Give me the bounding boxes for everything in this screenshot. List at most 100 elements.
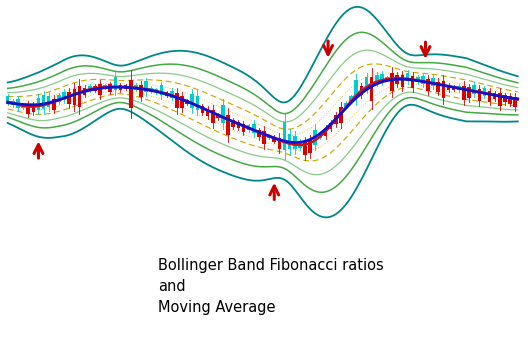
Bar xyxy=(257,130,261,137)
Bar xyxy=(421,76,425,84)
Bar xyxy=(26,105,30,114)
Bar xyxy=(88,86,91,90)
Bar xyxy=(247,126,250,130)
Bar xyxy=(165,92,168,96)
Bar xyxy=(370,77,373,101)
Bar xyxy=(508,96,512,104)
Bar xyxy=(272,137,276,142)
Bar xyxy=(16,99,20,108)
Bar xyxy=(98,84,102,95)
Bar xyxy=(452,86,456,90)
Bar xyxy=(462,86,466,100)
Bar xyxy=(134,85,138,90)
Bar xyxy=(57,95,61,102)
Bar xyxy=(395,75,399,84)
Bar xyxy=(339,107,343,123)
Bar xyxy=(282,122,286,150)
Bar xyxy=(334,116,337,124)
Bar xyxy=(375,75,379,83)
Bar xyxy=(488,91,492,102)
Bar xyxy=(175,93,178,108)
Bar xyxy=(72,89,76,105)
Bar xyxy=(36,98,40,110)
Bar xyxy=(191,93,194,108)
Bar xyxy=(318,135,322,138)
Bar xyxy=(159,85,163,96)
Bar xyxy=(119,85,122,90)
Bar xyxy=(288,134,291,149)
Bar xyxy=(354,80,358,98)
Bar xyxy=(227,115,230,135)
Bar xyxy=(473,85,476,94)
Bar xyxy=(155,89,158,92)
Bar xyxy=(42,96,45,109)
Bar xyxy=(350,96,353,100)
Bar xyxy=(139,85,143,97)
Bar xyxy=(360,87,363,95)
Bar xyxy=(380,74,384,82)
Bar xyxy=(390,73,394,91)
Bar xyxy=(83,88,87,95)
Bar xyxy=(201,106,204,113)
Bar xyxy=(298,142,301,148)
Bar xyxy=(267,135,271,138)
Bar xyxy=(513,97,517,107)
Bar xyxy=(144,81,148,92)
Bar xyxy=(314,130,317,145)
Bar xyxy=(206,109,210,116)
Bar xyxy=(441,81,445,98)
Bar xyxy=(221,105,225,123)
Bar xyxy=(303,141,307,155)
Bar xyxy=(411,76,414,88)
Bar xyxy=(114,77,117,90)
Bar xyxy=(447,85,450,90)
Bar xyxy=(262,131,266,145)
Bar xyxy=(47,96,51,107)
Bar xyxy=(211,110,214,123)
Bar xyxy=(103,85,107,88)
Bar xyxy=(344,103,348,107)
Bar xyxy=(195,96,199,110)
Bar xyxy=(216,114,220,118)
Bar xyxy=(498,93,502,106)
Bar xyxy=(11,100,15,105)
Bar xyxy=(401,75,404,87)
Bar xyxy=(503,95,507,102)
Bar xyxy=(457,86,460,90)
Bar xyxy=(308,140,312,153)
Bar xyxy=(437,82,440,92)
Bar xyxy=(329,122,333,129)
Bar xyxy=(6,96,10,102)
Bar xyxy=(180,96,184,108)
Bar xyxy=(406,73,409,81)
Bar xyxy=(242,124,246,132)
Bar xyxy=(252,124,256,134)
Bar xyxy=(129,80,133,108)
Bar xyxy=(237,122,240,128)
Bar xyxy=(149,88,153,92)
Bar xyxy=(426,79,430,91)
Bar xyxy=(416,77,420,82)
Bar xyxy=(278,138,281,149)
Bar xyxy=(324,128,327,136)
Bar xyxy=(293,136,297,149)
Bar xyxy=(68,92,71,104)
Bar xyxy=(493,93,496,99)
Bar xyxy=(483,88,486,96)
Bar xyxy=(467,87,471,98)
Bar xyxy=(78,86,81,107)
Text: Bollinger Band Fibonacci ratios
and
Moving Average: Bollinger Band Fibonacci ratios and Movi… xyxy=(158,258,384,315)
Bar xyxy=(231,120,235,127)
Bar xyxy=(431,78,435,86)
Bar xyxy=(385,77,389,80)
Bar xyxy=(170,91,174,98)
Bar xyxy=(62,92,66,100)
Bar xyxy=(477,89,481,101)
Bar xyxy=(108,84,112,91)
Bar xyxy=(93,86,97,91)
Bar xyxy=(52,99,55,110)
Bar xyxy=(185,100,189,104)
Bar xyxy=(365,78,369,89)
Bar xyxy=(124,85,127,89)
Bar xyxy=(32,105,35,112)
